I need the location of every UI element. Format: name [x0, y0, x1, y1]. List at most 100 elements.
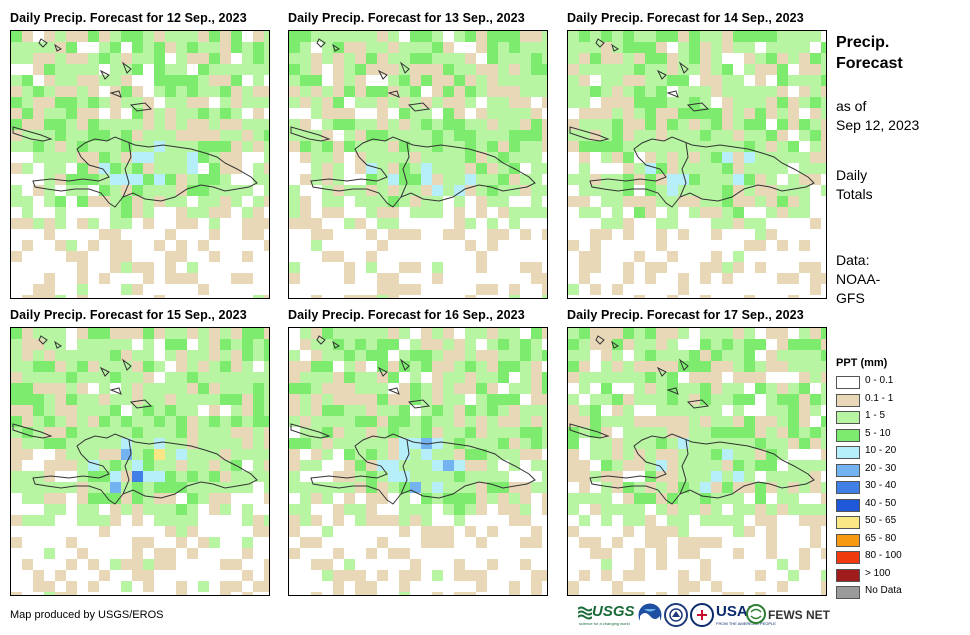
precip-cell	[77, 361, 88, 372]
precip-cell	[810, 493, 821, 504]
precip-cell	[711, 570, 722, 581]
precip-cell	[443, 251, 454, 262]
precip-cell	[355, 141, 366, 152]
precip-cell	[264, 97, 269, 108]
precip-cell	[253, 64, 264, 75]
precip-cell	[198, 526, 209, 537]
precip-cell	[44, 53, 55, 64]
precip-cell	[143, 86, 154, 97]
precip-cell	[755, 504, 766, 515]
precip-cell	[165, 31, 176, 42]
precip-cell	[121, 207, 132, 218]
precip-cell	[432, 174, 443, 185]
precip-cell	[187, 570, 198, 581]
precip-cell	[99, 361, 110, 372]
precip-cell	[821, 526, 826, 537]
precip-cell	[344, 482, 355, 493]
precip-cell	[143, 570, 154, 581]
precip-cell	[531, 471, 542, 482]
precip-cell	[242, 361, 253, 372]
precip-cell	[66, 185, 77, 196]
precip-cell	[667, 284, 678, 295]
precip-cell	[821, 471, 826, 482]
precip-cell	[344, 251, 355, 262]
precip-cell	[143, 218, 154, 229]
precip-cell	[110, 119, 121, 130]
precip-cell	[154, 328, 165, 339]
precip-cell	[366, 339, 377, 350]
precip-cell	[520, 328, 531, 339]
hispaniola-coastline	[310, 136, 536, 208]
precip-cell	[22, 570, 33, 581]
precip-cell	[487, 537, 498, 548]
precip-cell	[722, 284, 733, 295]
precip-cell	[253, 152, 264, 163]
precip-cell	[44, 405, 55, 416]
precip-cell	[689, 207, 700, 218]
precip-cell	[623, 394, 634, 405]
precip-cell	[110, 438, 121, 449]
precip-cell	[612, 416, 623, 427]
precip-cell	[421, 42, 432, 53]
island-coastline	[407, 102, 431, 112]
precip-cell	[733, 262, 744, 273]
precip-cell	[110, 42, 121, 53]
precip-cell	[110, 64, 121, 75]
precip-cell	[231, 581, 242, 592]
precip-cell	[264, 262, 269, 273]
precip-cell	[289, 471, 300, 482]
precip-cell	[623, 537, 634, 548]
precip-cell	[66, 163, 77, 174]
island-coastline	[686, 102, 710, 112]
precip-cell	[590, 493, 601, 504]
precip-cell	[209, 64, 220, 75]
hispaniola-coastline	[310, 433, 536, 505]
precip-cell	[198, 185, 209, 196]
precip-cell	[66, 548, 77, 559]
precip-cell	[733, 251, 744, 262]
precip-cell	[755, 53, 766, 64]
precip-cell	[777, 350, 788, 361]
precip-cell	[810, 196, 821, 207]
precip-cell	[678, 350, 689, 361]
precip-cell	[377, 207, 388, 218]
precip-cell	[601, 328, 612, 339]
precip-cell	[110, 570, 121, 581]
precip-cell	[132, 229, 143, 240]
precip-cell	[77, 504, 88, 515]
precip-cell	[689, 504, 700, 515]
precip-cell	[121, 559, 132, 570]
precip-cell	[623, 31, 634, 42]
precip-cell	[344, 53, 355, 64]
precip-cell	[623, 75, 634, 86]
precip-cell	[121, 405, 132, 416]
precip-cell	[520, 416, 531, 427]
precip-cell	[322, 251, 333, 262]
precip-cell	[777, 229, 788, 240]
precip-cell	[66, 493, 77, 504]
precip-cell	[568, 174, 579, 185]
precip-cell	[88, 295, 99, 298]
precip-cell	[498, 592, 509, 595]
precip-cell	[645, 97, 656, 108]
precip-cell	[810, 570, 821, 581]
precip-cell	[322, 438, 333, 449]
precip-cell	[322, 581, 333, 592]
precip-cell	[520, 504, 531, 515]
precip-cell	[311, 372, 322, 383]
precip-cell	[289, 108, 300, 119]
precip-cell	[476, 86, 487, 97]
precip-cell	[11, 152, 22, 163]
precip-cell	[264, 405, 269, 416]
precip-cell	[432, 383, 443, 394]
precip-cell	[487, 405, 498, 416]
precip-cell	[634, 240, 645, 251]
precip-cell	[498, 383, 509, 394]
precip-cell	[465, 42, 476, 53]
precip-cell	[55, 240, 66, 251]
as-of-line2: Sep 12, 2023	[836, 117, 920, 133]
precip-cell	[711, 405, 722, 416]
precip-cell	[509, 119, 520, 130]
precip-cell	[744, 526, 755, 537]
precip-cell	[187, 482, 198, 493]
